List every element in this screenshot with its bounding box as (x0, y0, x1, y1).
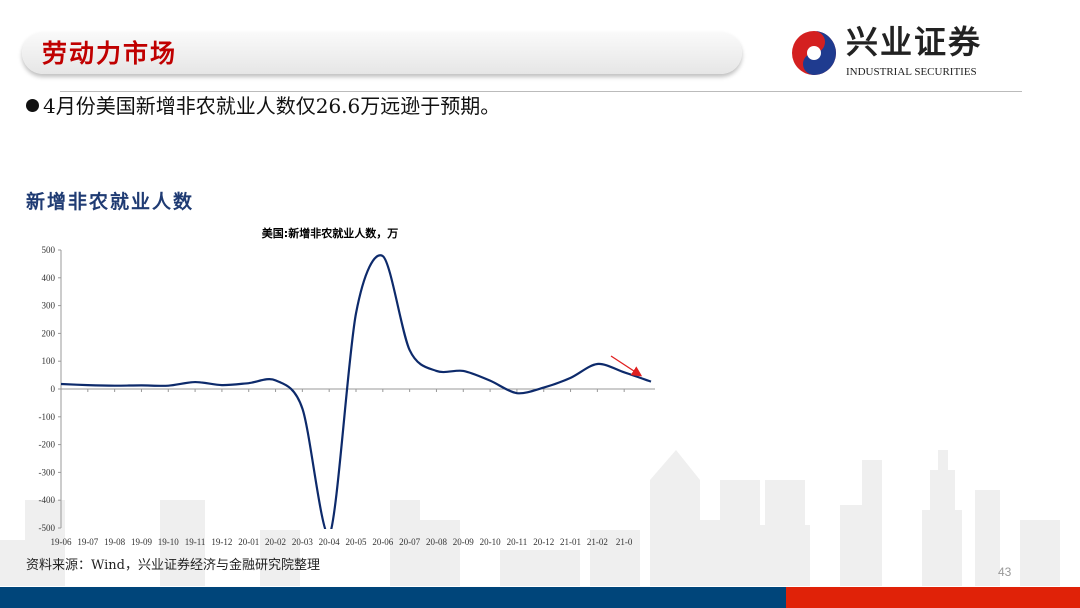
page-number: 43 (998, 565, 1012, 579)
x-tick-label: 20-09 (453, 537, 474, 547)
x-tick-label: 20-02 (265, 537, 286, 547)
y-tick-label: 200 (42, 328, 56, 338)
x-tick-label: 19-12 (211, 537, 232, 547)
title-bar (22, 32, 742, 74)
x-tick-label: 20-03 (292, 537, 313, 547)
divider (60, 91, 1022, 92)
y-tick-label: 500 (42, 245, 56, 255)
x-tick-label: 20-12 (533, 537, 554, 547)
x-tick-label: 20-11 (507, 537, 528, 547)
series-line (60, 254, 652, 529)
bullet-text: 4月份美国新增非农就业人数仅26.6万远逊于预期。 (43, 94, 501, 118)
x-tick-label: 20-04 (319, 537, 340, 547)
logo-text-en: INDUSTRIAL SECURITIES (846, 66, 977, 78)
y-tick-label: 0 (51, 384, 56, 394)
x-tick-label: 20-05 (346, 537, 367, 547)
section-title: 新增非农就业人数 (26, 191, 195, 213)
x-tick-label: 20-10 (480, 537, 501, 547)
source-note: 资料来源：Wind，兴业证券经济与金融研究院整理 (26, 558, 320, 573)
chart-title: 美国:新增非农就业人数，万 (261, 227, 399, 240)
y-tick-label: -100 (39, 412, 56, 422)
x-tick-label: 19-10 (158, 537, 179, 547)
x-tick-label: 19-09 (131, 537, 152, 547)
x-tick-label: 21-0 (616, 537, 633, 547)
x-tick-label: 20-06 (372, 537, 393, 547)
annotation-arrow (610, 355, 643, 377)
bullet-icon (26, 99, 39, 112)
page-title: 劳动力市场 (42, 39, 178, 68)
y-tick-label: -300 (39, 467, 56, 477)
x-tick-label: 20-01 (238, 537, 259, 547)
x-tick-label: 21-02 (587, 537, 608, 547)
y-tick-label: -400 (39, 495, 56, 505)
x-tick-label: 20-07 (399, 537, 420, 547)
nonfarm-payroll-chart: 500 400 300 200 100 0 -100 -200 -300 -400 -500 19-0… (39, 245, 655, 547)
y-tick-label: -200 (39, 440, 56, 450)
footer-bar-red (786, 587, 1080, 608)
x-tick-label: 19-06 (51, 537, 72, 547)
bullet-point: 4月份美国新增非农就业人数仅26.6万远逊于预期。 (26, 94, 500, 118)
y-tick-label: 300 (42, 301, 56, 311)
x-tick-label: 21-01 (560, 537, 581, 547)
company-logo-icon (792, 31, 836, 75)
y-tick-label: 400 (42, 273, 56, 283)
y-tick-label: -500 (39, 523, 56, 533)
x-tick-label: 20-08 (426, 537, 447, 547)
x-tick-label: 19-11 (185, 537, 206, 547)
y-tick-label: 100 (42, 356, 56, 366)
logo-text-cn: 兴业证券 (846, 23, 983, 61)
footer-bar-blue (0, 587, 786, 608)
skyline-background (0, 450, 1060, 586)
x-tick-label: 19-08 (104, 537, 125, 547)
x-tick-label: 19-07 (77, 537, 98, 547)
